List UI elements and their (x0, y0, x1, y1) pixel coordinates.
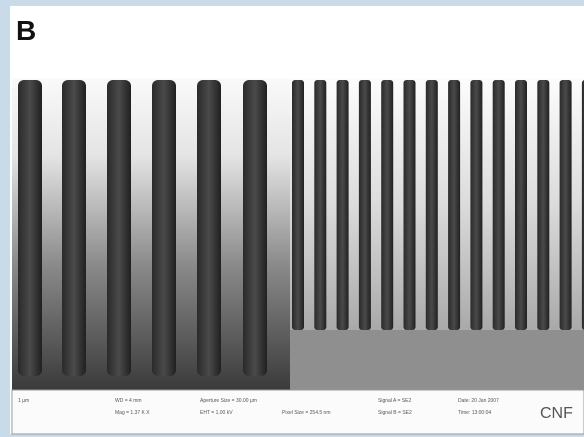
wide-trench (243, 80, 267, 376)
narrow-trench (560, 80, 572, 330)
wide-trench (152, 80, 176, 376)
logo: CNF (540, 405, 573, 422)
sem-figure: B 1 µm CNF WD = 4 mm Mag = 1.37 K X Apertu… (0, 0, 584, 437)
info-field: Pixel Size = 254.5 nm (282, 410, 331, 416)
narrow-trench (381, 80, 393, 330)
narrow-trench (404, 80, 416, 330)
info-field: EHT = 1.00 kV (200, 410, 233, 416)
info-field: Signal A = SE2 (378, 398, 411, 404)
info-field: Aperture Size = 30.00 µm (200, 398, 257, 404)
wide-trench (18, 80, 42, 376)
trench-floor (290, 330, 584, 390)
narrow-trench (337, 80, 349, 330)
narrow-trench (314, 80, 326, 330)
narrow-trench (426, 80, 438, 330)
narrow-trench (515, 80, 527, 330)
narrow-trench (292, 80, 304, 330)
narrow-trench (470, 80, 482, 330)
scale-label: 1 µm (18, 398, 29, 404)
panel-label: B (16, 15, 36, 46)
narrow-trench (359, 80, 371, 330)
info-field: Signal B = SE2 (378, 410, 412, 416)
wide-trench (197, 80, 221, 376)
wide-trench (62, 80, 86, 376)
info-field: Date: 20 Jan 2007 (458, 398, 499, 404)
info-field: Mag = 1.37 K X (115, 410, 150, 416)
info-field: WD = 4 mm (115, 398, 142, 404)
narrow-trench (493, 80, 505, 330)
page: B 1 µm CNF WD = 4 mm Mag = 1.37 K X Apertu… (0, 0, 584, 437)
wide-trench (107, 80, 131, 376)
narrow-trench (448, 80, 460, 330)
narrow-trench (537, 80, 549, 330)
info-field: Time: 13:00:04 (458, 410, 491, 416)
